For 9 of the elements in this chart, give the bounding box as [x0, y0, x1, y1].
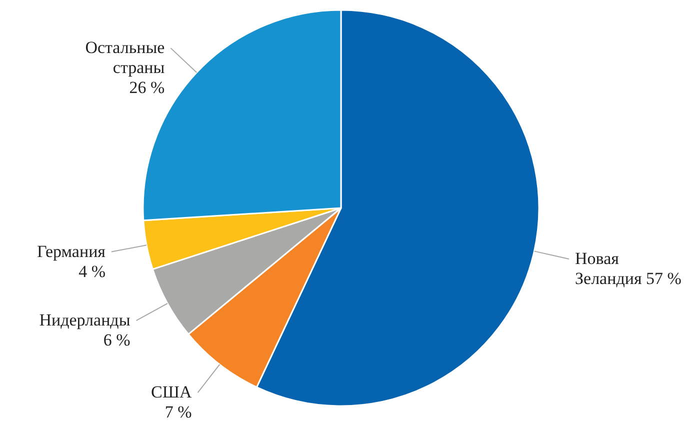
data-label: 7 %	[164, 402, 192, 422]
slice-label: Германия	[36, 242, 106, 261]
data-label: 26 %	[129, 78, 165, 98]
slice-label: Остальные страны	[85, 38, 166, 78]
slice-label: Нидерланды	[39, 310, 131, 330]
slice-label: США	[151, 382, 193, 402]
slice-label: Новая Зеландия 57 %	[575, 248, 682, 288]
data-label: 6 %	[103, 330, 130, 350]
data-label: 4 %	[78, 262, 106, 281]
